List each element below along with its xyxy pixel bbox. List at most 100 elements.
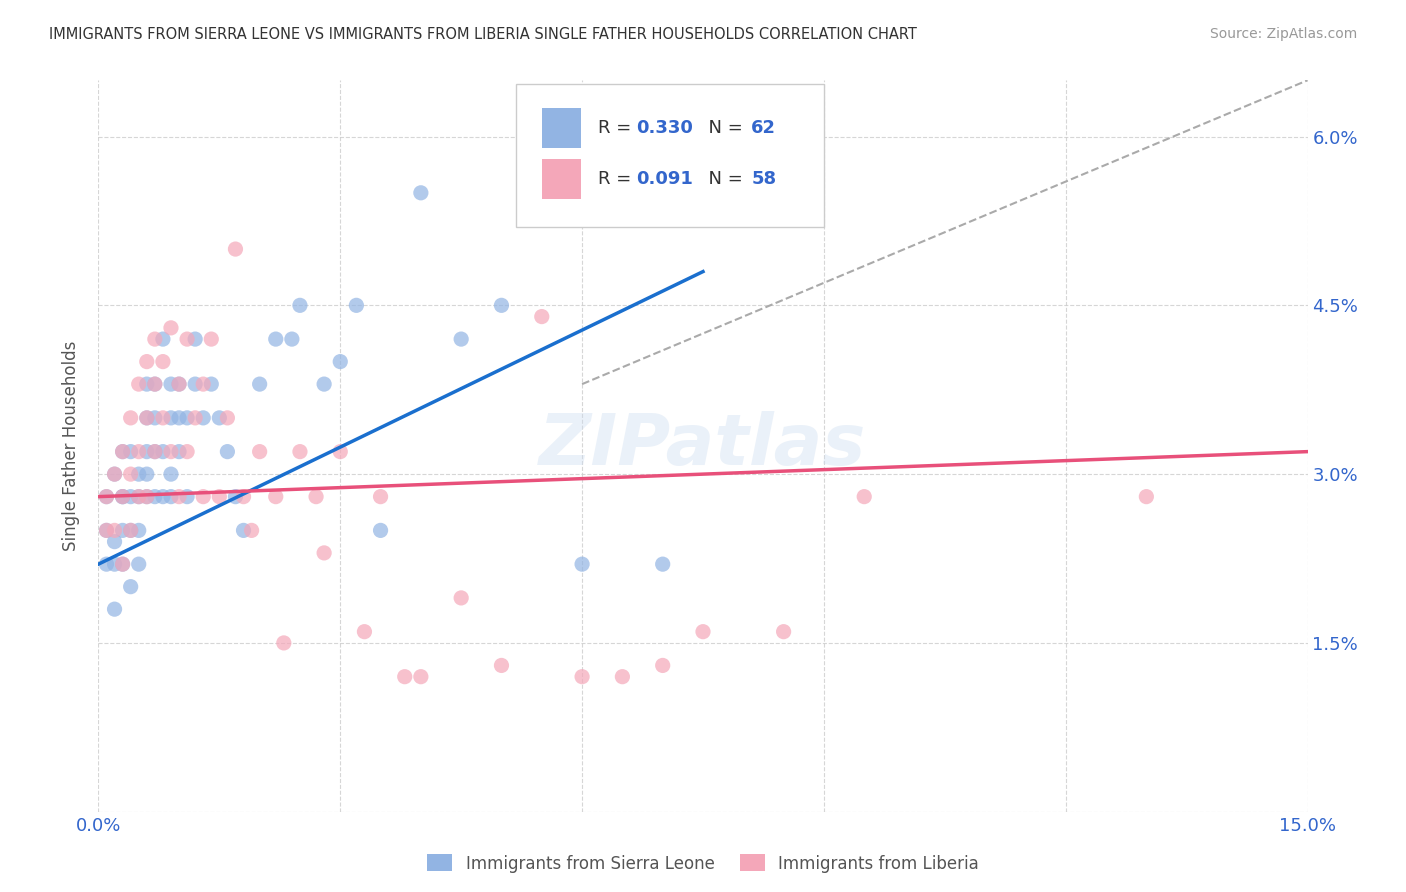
Point: [128, 377, 150, 392]
Point: [152, 332, 174, 346]
Point: [450, 332, 472, 346]
Point: [273, 636, 295, 650]
FancyBboxPatch shape: [543, 108, 581, 148]
Point: [120, 524, 142, 538]
Point: [184, 332, 207, 346]
Text: R =: R =: [598, 170, 637, 188]
Point: [135, 410, 157, 425]
Point: [135, 467, 157, 482]
Point: [120, 490, 142, 504]
Point: [128, 490, 150, 504]
Point: [111, 524, 134, 538]
Point: [103, 557, 125, 571]
Point: [128, 490, 150, 504]
Point: [651, 658, 673, 673]
Text: R =: R =: [598, 119, 637, 136]
Point: [128, 444, 150, 458]
Text: 0.330: 0.330: [637, 119, 693, 136]
Point: [160, 444, 183, 458]
Point: [135, 377, 157, 392]
Point: [353, 624, 375, 639]
Point: [111, 557, 134, 571]
Point: [450, 591, 472, 605]
Point: [249, 377, 271, 392]
Point: [329, 354, 352, 368]
Point: [167, 444, 190, 458]
Point: [288, 444, 311, 458]
Point: [264, 332, 287, 346]
Text: 0.091: 0.091: [637, 170, 693, 188]
Point: [160, 377, 183, 392]
Point: [692, 624, 714, 639]
Point: [128, 557, 150, 571]
Point: [409, 670, 432, 684]
Point: [96, 524, 118, 538]
Legend: Immigrants from Sierra Leone, Immigrants from Liberia: Immigrants from Sierra Leone, Immigrants…: [420, 847, 986, 880]
Point: [167, 377, 190, 392]
Point: [135, 410, 157, 425]
Text: 58: 58: [751, 170, 776, 188]
Point: [772, 624, 794, 639]
Point: [240, 524, 263, 538]
Point: [176, 490, 198, 504]
Text: IMMIGRANTS FROM SIERRA LEONE VS IMMIGRANTS FROM LIBERIA SINGLE FATHER HOUSEHOLDS: IMMIGRANTS FROM SIERRA LEONE VS IMMIGRAN…: [49, 27, 917, 42]
Point: [167, 377, 190, 392]
Point: [491, 658, 513, 673]
Point: [491, 298, 513, 312]
Point: [120, 410, 142, 425]
Point: [176, 410, 198, 425]
Point: [128, 467, 150, 482]
Text: 62: 62: [751, 119, 776, 136]
Point: [571, 670, 593, 684]
Point: [152, 444, 174, 458]
Point: [135, 354, 157, 368]
Point: [264, 490, 287, 504]
Point: [103, 602, 125, 616]
Point: [167, 490, 190, 504]
Point: [120, 524, 142, 538]
Text: N =: N =: [697, 119, 748, 136]
Point: [160, 321, 183, 335]
Point: [394, 670, 416, 684]
Point: [143, 377, 166, 392]
Point: [103, 524, 125, 538]
Point: [232, 490, 254, 504]
Point: [135, 444, 157, 458]
Point: [160, 410, 183, 425]
Point: [208, 490, 231, 504]
Point: [200, 332, 222, 346]
Point: [571, 557, 593, 571]
Point: [143, 377, 166, 392]
Point: [96, 490, 118, 504]
Point: [111, 444, 134, 458]
Point: [135, 490, 157, 504]
Point: [249, 444, 271, 458]
Point: [128, 524, 150, 538]
Y-axis label: Single Father Households: Single Father Households: [62, 341, 80, 551]
Point: [184, 410, 207, 425]
Point: [370, 490, 392, 504]
Point: [152, 354, 174, 368]
Point: [370, 524, 392, 538]
Point: [555, 152, 578, 166]
Point: [224, 490, 246, 504]
Point: [111, 557, 134, 571]
Point: [143, 332, 166, 346]
Point: [208, 410, 231, 425]
Point: [120, 444, 142, 458]
Point: [103, 467, 125, 482]
Point: [111, 444, 134, 458]
Point: [167, 410, 190, 425]
Point: [651, 557, 673, 571]
Point: [111, 490, 134, 504]
Point: [176, 444, 198, 458]
Point: [217, 410, 239, 425]
Point: [111, 490, 134, 504]
Text: Source: ZipAtlas.com: Source: ZipAtlas.com: [1209, 27, 1357, 41]
Point: [305, 490, 328, 504]
Point: [160, 490, 183, 504]
Point: [200, 377, 222, 392]
Point: [314, 546, 336, 560]
Point: [103, 534, 125, 549]
Point: [120, 580, 142, 594]
